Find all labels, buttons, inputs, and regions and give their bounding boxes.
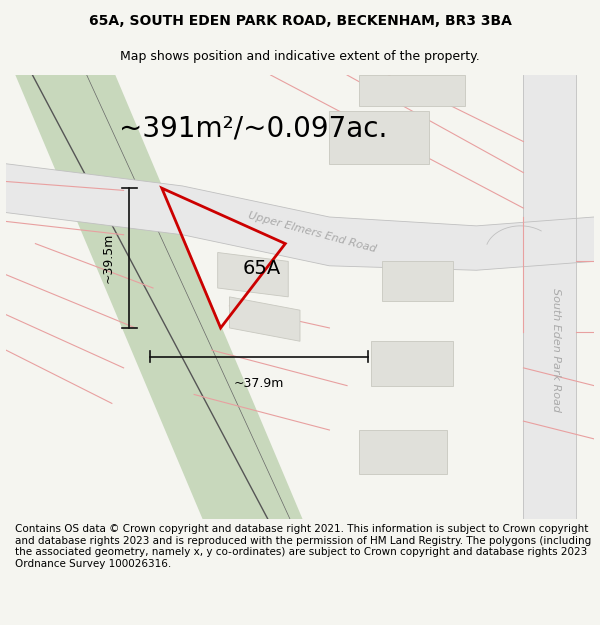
Text: 65A, SOUTH EDEN PARK ROAD, BECKENHAM, BR3 3BA: 65A, SOUTH EDEN PARK ROAD, BECKENHAM, BR…	[89, 14, 511, 28]
Polygon shape	[218, 253, 288, 297]
Polygon shape	[359, 430, 447, 474]
Polygon shape	[329, 111, 430, 164]
Polygon shape	[229, 297, 300, 341]
Text: ~391m²/~0.097ac.: ~391m²/~0.097ac.	[119, 114, 387, 142]
Text: ~37.9m: ~37.9m	[233, 377, 284, 390]
Text: Contains OS data © Crown copyright and database right 2021. This information is : Contains OS data © Crown copyright and d…	[15, 524, 591, 569]
Text: 65A: 65A	[242, 259, 281, 278]
Polygon shape	[523, 75, 577, 519]
Polygon shape	[371, 341, 453, 386]
Text: ~39.5m: ~39.5m	[102, 233, 115, 283]
Polygon shape	[6, 164, 594, 270]
Polygon shape	[382, 261, 453, 301]
Text: Map shows position and indicative extent of the property.: Map shows position and indicative extent…	[120, 50, 480, 62]
Text: Upper Elmers End Road: Upper Elmers End Road	[247, 211, 377, 254]
Text: South Eden Park Road: South Eden Park Road	[551, 288, 561, 412]
Polygon shape	[359, 75, 464, 106]
Polygon shape	[6, 52, 312, 541]
